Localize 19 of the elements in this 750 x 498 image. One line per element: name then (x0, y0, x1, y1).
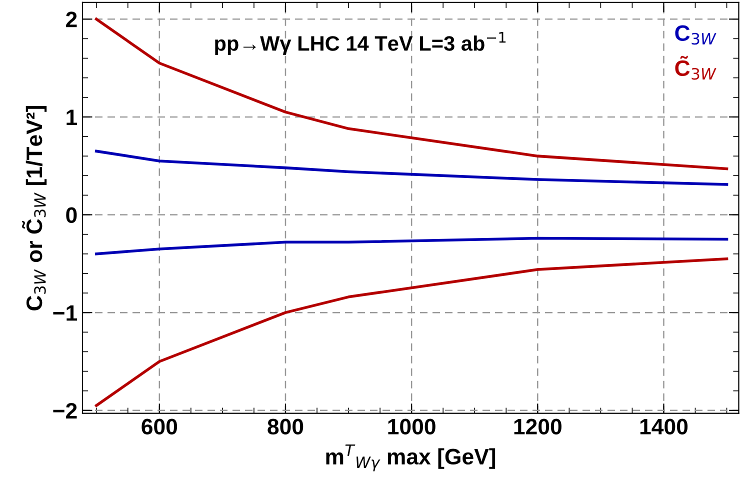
line-series (94, 236, 728, 256)
y-tick-label: 0 (66, 207, 77, 224)
text: C$_{3W}$ (675, 25, 716, 45)
x-tick-label: 1000 (388, 418, 436, 435)
line-series (94, 257, 728, 407)
x-tick-label: 1400 (640, 418, 688, 435)
x-tick-label: 800 (268, 418, 304, 435)
line-series (94, 18, 728, 170)
y-axis-title: C$_{3W}$ or C̃$_{3W}$ [1/TeV²] (22, 106, 47, 310)
x-tick-label: 600 (142, 418, 178, 435)
y-tick-label: 1 (66, 110, 78, 125)
text: C̃$_{3W}$ (675, 56, 716, 80)
x-axis-title: m$^{T}$$_{Wγ}$ max [GeV] (326, 444, 496, 472)
x-tick-label: 1200 (514, 418, 562, 435)
y-tick-label: 2 (66, 12, 77, 28)
line-series (94, 150, 728, 186)
y-tick-label: −1 (53, 305, 78, 321)
annotation: pp→Wγ LHC 14 TeV L=3 ab$^{−1}$ (215, 32, 506, 55)
y-tick-label: −2 (53, 402, 77, 418)
